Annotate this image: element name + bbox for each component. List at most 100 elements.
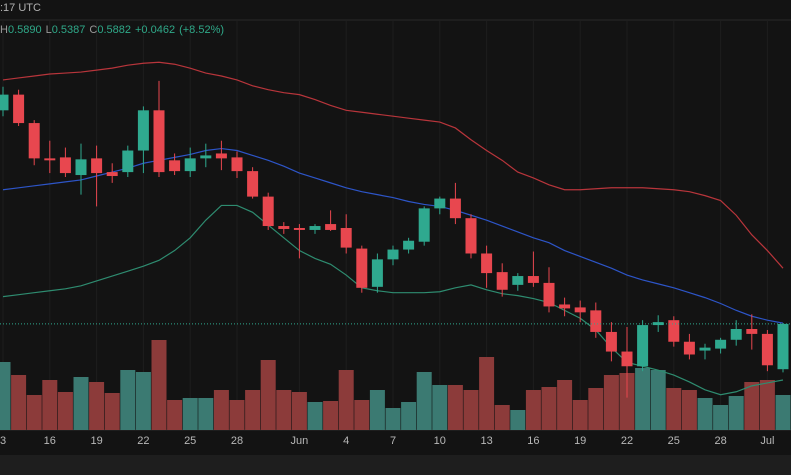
candle-body — [481, 253, 493, 274]
candle-body — [715, 339, 727, 349]
x-tick-label: 25 — [668, 435, 680, 447]
time-label: :17 UTC — [0, 2, 41, 14]
volume-bar — [323, 401, 339, 430]
volume-bar — [11, 375, 27, 430]
volume-bar — [42, 380, 58, 430]
volume-bar — [572, 400, 588, 430]
volume-bar — [463, 390, 479, 430]
volume-bar — [120, 370, 136, 430]
candle-body — [13, 94, 25, 124]
key: H — [0, 24, 8, 36]
x-tick-label: 28 — [231, 435, 243, 447]
candle-body — [683, 341, 695, 355]
volume-bar — [26, 395, 42, 430]
x-tick-label: 19 — [574, 435, 586, 447]
x-tick-label: 13 — [480, 435, 492, 447]
candle-body — [434, 198, 446, 209]
change: +0.0462 — [135, 24, 176, 36]
volume-bar — [619, 373, 635, 430]
value: 0.5890 — [7, 24, 42, 36]
volume-bar — [135, 372, 151, 430]
volume-bar — [635, 368, 651, 430]
volume-bar — [728, 396, 744, 430]
candle-body — [403, 240, 415, 250]
volume-bar — [759, 380, 775, 430]
volume-bar — [307, 402, 323, 430]
candle-body — [652, 322, 664, 326]
legend-item: L0.5387 — [46, 24, 86, 36]
candle-body — [0, 94, 9, 111]
band-line — [2, 204, 784, 396]
ohlc-legend: H0.5890 L0.5387 C0.5882 +0.0462 (+8.52%) — [0, 24, 224, 36]
volume-bar — [681, 390, 697, 430]
legend-item: H0.5890 — [0, 24, 42, 36]
volume-bar — [775, 395, 791, 430]
volume-bar — [151, 340, 167, 430]
candle-body — [215, 153, 227, 159]
x-tick-label: 4 — [343, 435, 349, 447]
volume-bar — [432, 385, 448, 430]
candle-body — [527, 276, 539, 283]
volume-bar — [291, 392, 307, 430]
candle-body — [340, 227, 352, 248]
volume-bar — [229, 400, 245, 430]
candle-body — [777, 323, 789, 370]
change-pct: (+8.52%) — [179, 24, 225, 36]
candle-body — [184, 158, 196, 172]
volume-bar — [401, 402, 417, 430]
volume-bar — [260, 360, 276, 430]
candle-body — [28, 123, 40, 159]
candle-body — [746, 328, 758, 334]
volume-bar — [338, 370, 354, 430]
candle-body — [559, 304, 571, 309]
volume-bar — [213, 390, 229, 430]
x-tick-label: 25 — [184, 435, 196, 447]
value: 0.5882 — [97, 24, 131, 36]
candle-body — [153, 110, 165, 173]
volume-bar — [650, 370, 666, 430]
candle-body — [637, 325, 649, 367]
volume-bar — [385, 408, 401, 430]
x-tick-label: Jun — [291, 435, 309, 447]
candle-body — [122, 150, 134, 173]
volume-bar — [73, 377, 89, 430]
x-tick-label: 3 — [0, 435, 6, 447]
candle-body — [449, 198, 461, 219]
volume-bar — [603, 375, 619, 430]
volume-bar — [182, 398, 198, 430]
candle-body — [262, 196, 274, 227]
candle-body — [605, 331, 617, 352]
candle-body — [699, 347, 711, 351]
x-tick-label: 16 — [527, 435, 539, 447]
volume-bar — [697, 398, 713, 430]
volume-bar — [167, 400, 183, 430]
x-tick-label: Jul — [760, 435, 774, 447]
footer-bar — [0, 455, 791, 475]
volume-bar — [557, 380, 573, 430]
volume-bar — [89, 382, 105, 430]
volume-bar — [494, 405, 510, 430]
candle-body — [325, 224, 337, 230]
candle-body — [387, 249, 399, 260]
volume-bar — [198, 398, 214, 430]
candle-body — [106, 172, 118, 177]
candle-body — [44, 158, 56, 161]
candle-body — [465, 218, 477, 254]
volume-bar — [713, 405, 729, 430]
candle-body — [543, 282, 555, 307]
volume-bar — [276, 390, 292, 430]
candle-body — [293, 227, 305, 230]
candle-body — [75, 159, 87, 176]
x-tick-label: 7 — [390, 435, 396, 447]
volume-bar — [588, 388, 604, 430]
band-line — [2, 61, 784, 269]
candle-body — [730, 328, 742, 340]
candle-body — [137, 110, 149, 151]
candle-body — [59, 157, 71, 174]
candle-body — [574, 307, 586, 313]
x-tick-label: 28 — [714, 435, 726, 447]
volume-bar — [666, 388, 682, 430]
candle-body — [496, 272, 508, 290]
